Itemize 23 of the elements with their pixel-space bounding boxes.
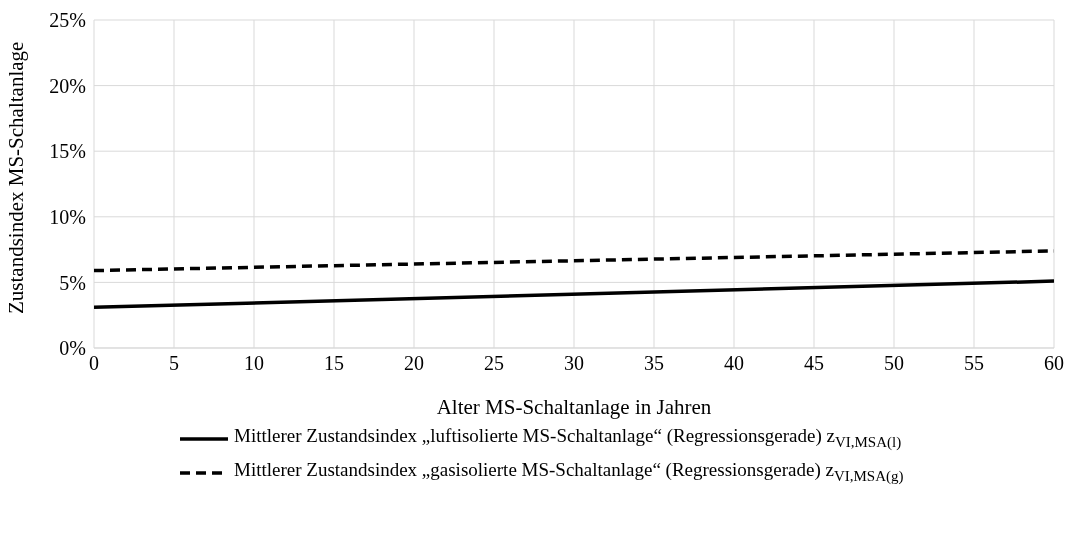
legend-label: Mittlerer Zustandsindex „gasisolierte MS-Schaltanlage“ (Regressionsgerade) z$_{VI,MSA(g)}$ — [234, 458, 904, 484]
y-tick-label: 15% — [49, 140, 86, 163]
x-tick-label: 20 — [404, 352, 424, 375]
legend-label: Mittlerer Zustandsindex „luftisolierte MS-Schaltanlage“ (Regressionsgerade) z$_{VI,MSA(l)}$ — [234, 425, 902, 450]
x-tick-label: 40 — [724, 352, 744, 375]
x-tick-label: 45 — [804, 352, 824, 375]
y-tick-label: 25% — [49, 9, 86, 32]
x-tick-label: 10 — [244, 352, 264, 375]
y-tick-label: 20% — [49, 74, 86, 97]
x-tick-label: 5 — [169, 352, 179, 375]
x-tick-label: 0 — [89, 352, 99, 375]
x-axis-title: Alter MS-Schaltanlage in Jahren — [436, 395, 712, 419]
x-tick-label: 55 — [964, 352, 984, 375]
x-tick-label: 30 — [564, 352, 584, 375]
x-tick-label: 60 — [1044, 352, 1064, 375]
x-tick-label: 25 — [484, 352, 504, 375]
x-tick-label: 50 — [884, 352, 904, 375]
x-tick-label: 35 — [644, 352, 664, 375]
y-axis-title: Zustandsindex MS-Schaltanlage — [4, 41, 29, 314]
x-tick-label: 15 — [324, 352, 344, 375]
y-tick-label: 0% — [59, 337, 86, 360]
y-tick-label: 10% — [49, 205, 86, 228]
y-tick-label: 5% — [59, 271, 86, 294]
